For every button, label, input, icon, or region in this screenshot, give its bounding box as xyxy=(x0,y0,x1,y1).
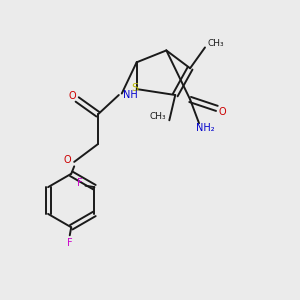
Text: S: S xyxy=(132,82,139,93)
Text: O: O xyxy=(218,107,226,117)
Text: F: F xyxy=(77,178,82,188)
Text: F: F xyxy=(67,238,73,248)
Text: CH₃: CH₃ xyxy=(208,39,225,48)
Text: CH₃: CH₃ xyxy=(150,112,166,121)
Text: O: O xyxy=(68,91,76,101)
Text: O: O xyxy=(64,155,71,165)
Text: NH: NH xyxy=(123,90,137,100)
Text: NH₂: NH₂ xyxy=(196,123,214,133)
